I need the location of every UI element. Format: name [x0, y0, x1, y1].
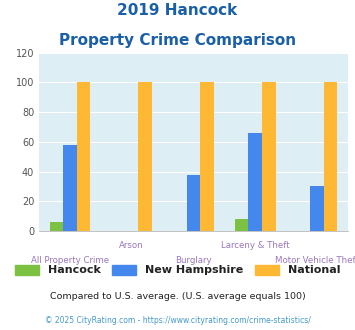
Bar	[77, 82, 90, 231]
Bar	[262, 82, 275, 231]
Text: Arson: Arson	[119, 241, 144, 250]
Bar	[200, 82, 214, 231]
Bar	[324, 82, 337, 231]
Bar	[63, 145, 77, 231]
Bar	[187, 175, 200, 231]
Text: 2019 Hancock: 2019 Hancock	[118, 3, 237, 18]
Bar	[235, 219, 248, 231]
Text: Property Crime Comparison: Property Crime Comparison	[59, 33, 296, 48]
Text: Compared to U.S. average. (U.S. average equals 100): Compared to U.S. average. (U.S. average …	[50, 292, 305, 301]
Bar	[310, 186, 324, 231]
Text: Larceny & Theft: Larceny & Theft	[221, 241, 290, 250]
Legend: Hancock, New Hampshire, National: Hancock, New Hampshire, National	[11, 261, 344, 279]
Text: Motor Vehicle Theft: Motor Vehicle Theft	[275, 256, 355, 265]
Text: © 2025 CityRating.com - https://www.cityrating.com/crime-statistics/: © 2025 CityRating.com - https://www.city…	[45, 316, 310, 325]
Bar	[138, 82, 152, 231]
Text: All Property Crime: All Property Crime	[31, 256, 109, 265]
Bar	[248, 133, 262, 231]
Text: Burglary: Burglary	[175, 256, 212, 265]
Bar	[50, 222, 63, 231]
